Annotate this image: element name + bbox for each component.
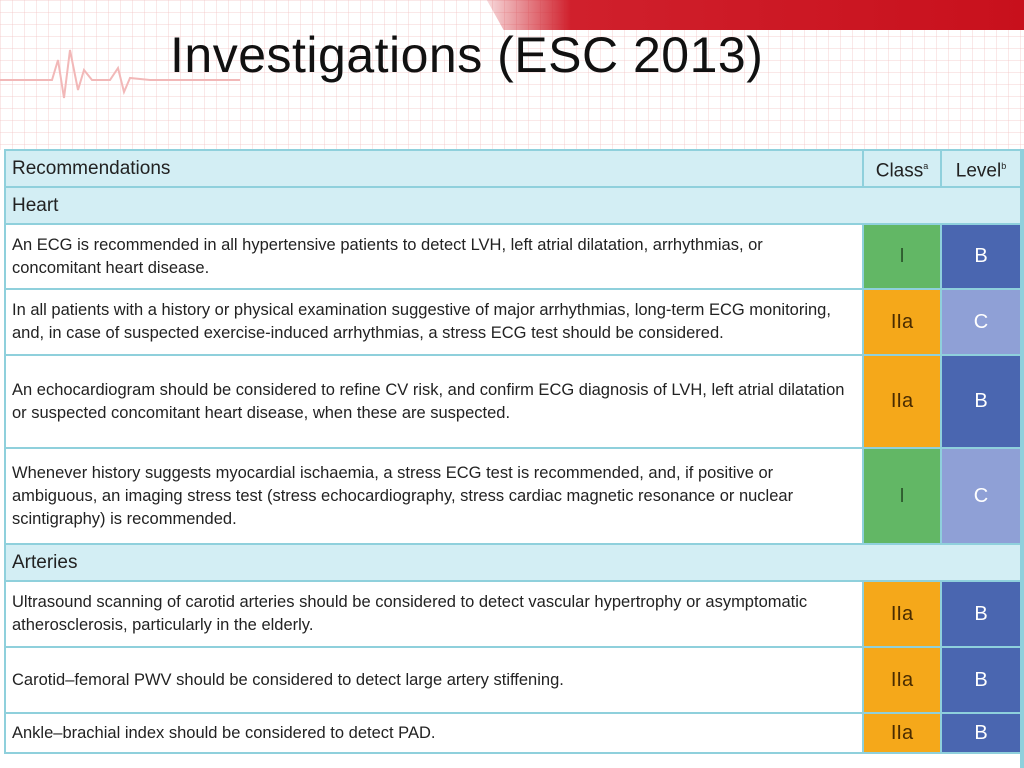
- class-badge: I: [862, 447, 942, 545]
- recommendation-text: Ankle–brachial index should be considere…: [4, 712, 864, 754]
- class-badge: IIa: [862, 580, 942, 648]
- section-label: Arteries: [4, 543, 1022, 582]
- class-badge: IIa: [862, 354, 942, 449]
- recommendation-text: An ECG is recommended in all hypertensiv…: [4, 223, 864, 290]
- recommendation-text: Ultrasound scanning of carotid arteries …: [4, 580, 864, 648]
- slide-title: Investigations (ESC 2013): [170, 27, 764, 83]
- table-row: An echocardiogram should be considered t…: [4, 354, 1022, 449]
- table-row: Ultrasound scanning of carotid arteries …: [4, 580, 1022, 648]
- table-row: In all patients with a history or physic…: [4, 288, 1022, 356]
- class-badge: I: [862, 223, 942, 290]
- level-badge: B: [940, 223, 1022, 290]
- class-badge: IIa: [862, 712, 942, 754]
- recommendation-text: An echocardiogram should be considered t…: [4, 354, 864, 449]
- level-badge: B: [940, 580, 1022, 648]
- section-heart: Heart: [4, 186, 1022, 225]
- level-badge: C: [940, 288, 1022, 356]
- level-header: Levelb: [940, 149, 1022, 188]
- ecg-wave-icon: [0, 49, 240, 99]
- table-row: Whenever history suggests myocardial isc…: [4, 447, 1022, 545]
- table-right-edge: [1020, 149, 1024, 768]
- recommendation-text: Carotid–femoral PWV should be considered…: [4, 646, 864, 714]
- level-badge: B: [940, 354, 1022, 449]
- section-arteries: Arteries: [4, 543, 1022, 582]
- level-badge: B: [940, 646, 1022, 714]
- recommendation-text: Whenever history suggests myocardial isc…: [4, 447, 864, 545]
- section-label: Heart: [4, 186, 1022, 225]
- class-badge: IIa: [862, 288, 942, 356]
- red-accent-band: [486, 0, 1024, 30]
- recommendations-header: Recommendations: [4, 149, 864, 188]
- level-badge: B: [940, 712, 1022, 754]
- recommendation-text: In all patients with a history or physic…: [4, 288, 864, 356]
- class-badge: IIa: [862, 646, 942, 714]
- table-header-row: Recommendations Classa Levelb: [4, 149, 1022, 188]
- class-header: Classa: [862, 149, 942, 188]
- table-row: An ECG is recommended in all hypertensiv…: [4, 223, 1022, 290]
- recommendations-table: Recommendations Classa Levelb Heart An E…: [4, 149, 1022, 754]
- level-badge: C: [940, 447, 1022, 545]
- table-row: Carotid–femoral PWV should be considered…: [4, 646, 1022, 714]
- table-row: Ankle–brachial index should be considere…: [4, 712, 1022, 754]
